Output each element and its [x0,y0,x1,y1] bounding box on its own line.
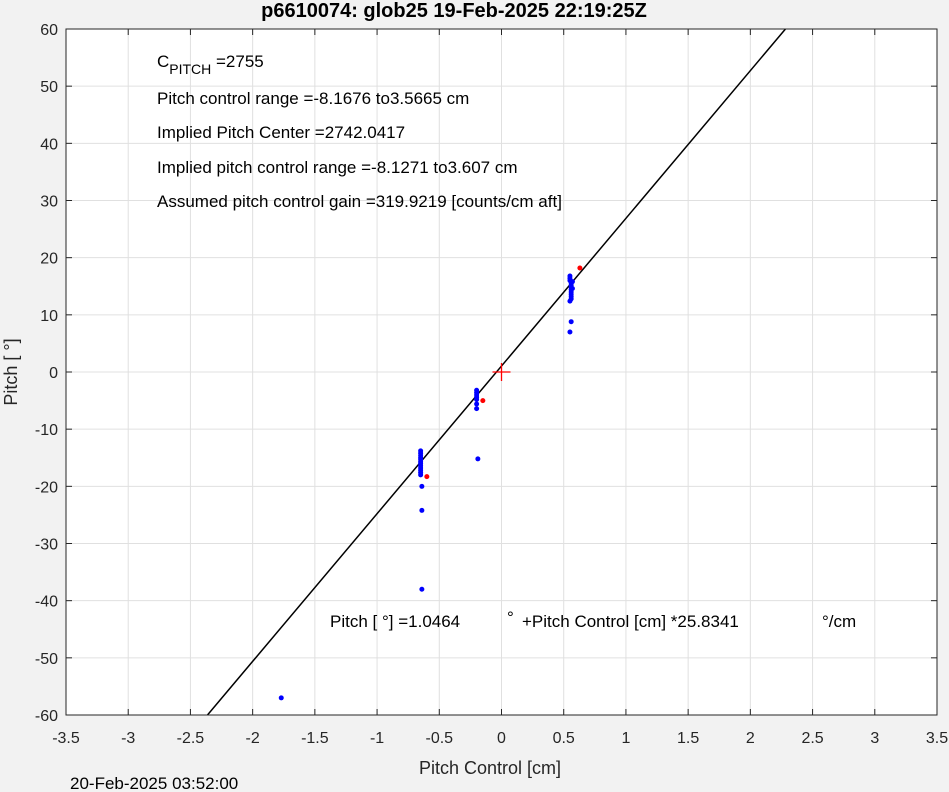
data-point-blue [418,472,424,478]
pitch-range-annotation: Pitch control range =-8.1676 to3.5665 cm [157,89,469,108]
data-point-blue [278,695,284,701]
x-tick-labels: -3.5 -3 -2.5 -2 -1.5 -1 -0.5 0 0.5 1 1.5 2 2.5 3 3.5 [52,730,948,747]
axes-frame [65,28,938,716]
y-tick-label: -40 [35,594,58,611]
c-pitch-annotation: CPITCH =2755 [157,52,264,77]
y-axis-label: Pitch [ °] [1,338,21,405]
x-tick-label: 2 [746,730,755,747]
c-pitch-value: =2755 [211,52,263,71]
y-tick-label: -20 [35,479,58,496]
y-tick-label: -30 [35,537,58,554]
y-tick-label: -10 [35,422,58,439]
center-marker-group [492,363,511,381]
data-point-blue [569,279,575,285]
annotation-block: CPITCH =2755 Pitch control range =-8.167… [157,52,562,211]
x-tick-label: -3.5 [52,730,80,747]
data-point-red [480,398,486,404]
data-point-blue [474,401,480,407]
data-point-blue [419,586,425,592]
y-tick-label: -50 [35,651,58,668]
y-tick-label: 0 [49,365,58,382]
fit-equation-prefix: Pitch [ °] =1.0464 [330,612,460,631]
x-tick-label: 1.5 [677,730,699,747]
chart-title: p6610074: glob25 19-Feb-2025 22:19:25Z [261,0,647,22]
data-point-red [577,265,583,271]
pitch-center-annotation: Implied Pitch Center =2742.0417 [157,123,405,142]
x-axis-label: Pitch Control [cm] [419,758,561,778]
data-point-blue [475,456,481,462]
data-point-red [424,474,430,480]
x-tick-label: 3 [870,730,879,747]
c-pitch-main: C [157,52,169,71]
data-point-blue [569,286,575,292]
fit-equation-middle: +Pitch Control [cm] *25.8341 [522,612,739,631]
x-tick-label: 3.5 [926,730,948,747]
data-point-blue [568,319,574,325]
x-tick-label: -1 [370,730,384,747]
fit-equation: Pitch [ °] =1.0464 ° +Pitch Control [cm]… [330,608,856,631]
gain-annotation: Assumed pitch control gain =319.9219 [co… [157,192,562,211]
data-point-blue [419,483,425,489]
fit-equation-unit: °/cm [822,612,856,631]
y-tick-label: 60 [40,22,58,39]
x-tick-label: 2.5 [801,730,823,747]
data-point-blue [567,329,573,335]
c-pitch-subscript: PITCH [169,61,211,77]
x-tick-label: 1 [621,730,630,747]
x-tick-label: 0 [497,730,506,747]
y-tick-label: -60 [35,708,58,725]
x-tick-label: -3 [121,730,135,747]
data-point-blue [419,507,425,513]
y-tick-label: 50 [40,79,58,96]
fit-equation-degree: ° [507,608,514,627]
y-tick-label: 20 [40,251,58,268]
x-tick-label: 0.5 [553,730,575,747]
y-tick-labels: -60 -50 -40 -30 -20 -10 0 10 20 30 40 50 60 [35,22,58,725]
x-tick-label: -0.5 [425,730,453,747]
footer-timestamp: 20-Feb-2025 03:52:00 [70,774,238,792]
data-point-blue [474,406,480,412]
data-point-blue [567,298,573,304]
data-points [278,265,583,701]
x-tick-label: -1.5 [301,730,329,747]
y-tick-label: 40 [40,136,58,153]
y-tick-label: 10 [40,308,58,325]
y-tick-label: 30 [40,194,58,211]
implied-range-annotation: Implied pitch control range =-8.1271 to3… [157,158,518,177]
data-point-blue [474,396,480,402]
x-tick-label: -2 [246,730,260,747]
x-tick-label: -2.5 [177,730,205,747]
